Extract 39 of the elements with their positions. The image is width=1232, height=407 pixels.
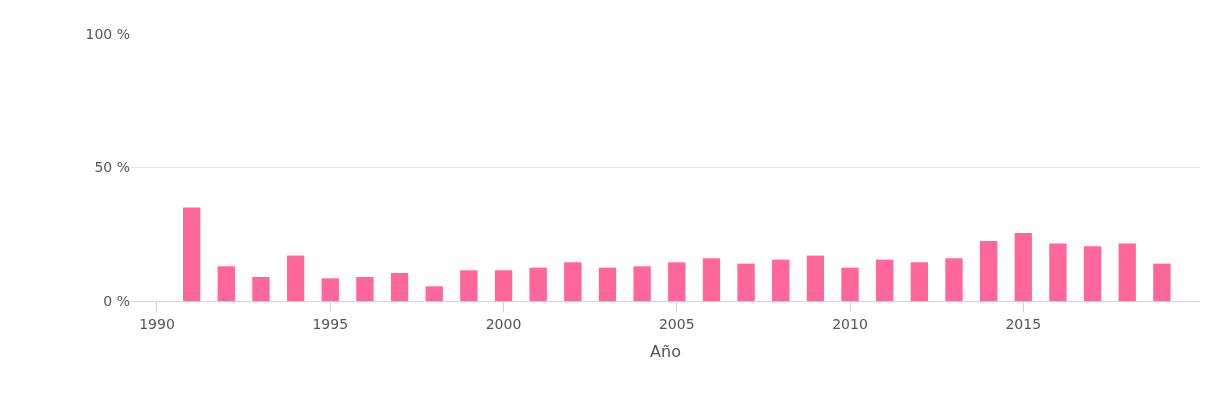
bar: [356, 276, 374, 301]
bar: [702, 258, 721, 301]
bar: [737, 263, 755, 301]
bar: [1014, 232, 1032, 301]
bar: [1049, 243, 1067, 301]
bar: [1083, 246, 1102, 301]
bar: [390, 272, 409, 301]
x-tick-label: 2000: [485, 315, 522, 332]
bar: [425, 286, 443, 301]
bar: [806, 255, 825, 301]
bar: [772, 259, 790, 301]
y-tick-label: 50 %: [94, 159, 130, 176]
bar: [529, 267, 547, 301]
y-tick-label: 0 %: [103, 292, 130, 309]
bar: [494, 270, 513, 301]
bar: [876, 259, 894, 301]
x-tick-label: 2005: [658, 315, 695, 332]
bar: [1153, 263, 1171, 301]
bar: [217, 266, 235, 301]
x-tick-label: 1995: [312, 315, 349, 332]
x-tick-label: 1990: [139, 315, 175, 332]
bar: [460, 270, 478, 301]
y-tick-label: 100 %: [85, 25, 130, 42]
bar: [252, 276, 270, 301]
x-tick-label: 2015: [1005, 315, 1042, 332]
bar: [321, 278, 339, 301]
x-tick-label: 2010: [832, 315, 868, 332]
bar: [910, 262, 928, 301]
bar: [564, 262, 582, 301]
bar: [841, 267, 859, 301]
bar: [182, 207, 201, 301]
bar: [633, 266, 651, 301]
bar: [598, 267, 617, 301]
bar: [1118, 243, 1136, 301]
bar: [945, 258, 963, 301]
bar: [979, 240, 998, 301]
bar: [286, 255, 305, 301]
bar: [668, 262, 686, 301]
x-axis-title: Año: [650, 342, 681, 362]
